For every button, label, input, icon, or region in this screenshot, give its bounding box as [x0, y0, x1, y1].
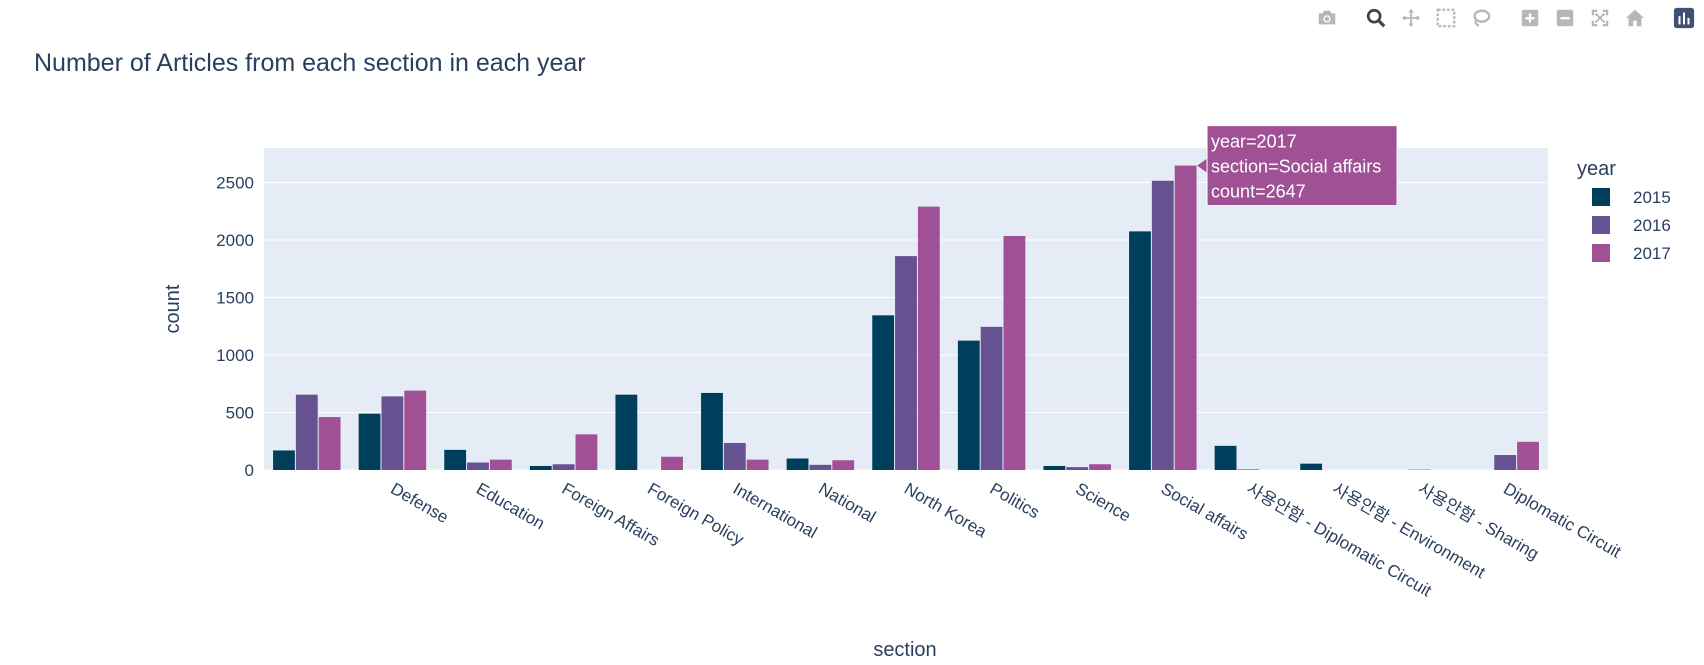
- bar[interactable]: [467, 462, 489, 470]
- autoscale-button[interactable]: [1588, 6, 1612, 30]
- zoom-in-icon: [1521, 9, 1539, 27]
- zoom-button[interactable]: [1364, 6, 1388, 30]
- legend-swatch[interactable]: [1592, 188, 1610, 206]
- plotly-logo[interactable]: [1672, 6, 1696, 30]
- bar[interactable]: [358, 413, 381, 470]
- modebar: [1304, 4, 1696, 32]
- bar[interactable]: [444, 449, 467, 470]
- bar[interactable]: [1237, 469, 1260, 470]
- legend-label[interactable]: 2016: [1633, 216, 1671, 235]
- x-tick-label: Foreign Policy: [644, 479, 747, 550]
- bar[interactable]: [404, 390, 427, 470]
- x-tick-label: Education: [473, 479, 548, 533]
- download-plot-button[interactable]: [1315, 6, 1339, 30]
- camera-icon: [1318, 10, 1336, 25]
- lasso-select-icon: [1473, 9, 1491, 27]
- tooltip-pointer: [1197, 158, 1208, 173]
- tooltip-box: [1206, 125, 1398, 207]
- box-select-icon: [1436, 8, 1456, 28]
- bar[interactable]: [661, 456, 683, 470]
- bar[interactable]: [746, 459, 769, 470]
- chart-title: Number of Articles from each section in …: [34, 49, 586, 77]
- y-tick-label: 500: [226, 404, 254, 423]
- x-tick-label: Social affairs: [1158, 479, 1252, 544]
- bar[interactable]: [723, 442, 746, 470]
- y-tick-label: 1000: [216, 346, 254, 365]
- tooltip-line: count=2647: [1211, 182, 1306, 202]
- y-tick-label: 0: [245, 461, 254, 480]
- x-tick-label: National: [815, 479, 879, 527]
- x-tick-label: Science: [1072, 479, 1134, 526]
- tooltip-line: section=Social affairs: [1211, 157, 1381, 177]
- bar[interactable]: [1003, 235, 1026, 470]
- zoom-out-icon: [1556, 9, 1574, 27]
- x-tick-label: North Korea: [901, 479, 990, 542]
- y-tick-label: 2000: [216, 231, 254, 250]
- bar[interactable]: [917, 206, 940, 470]
- bar[interactable]: [832, 460, 855, 470]
- reset-axes-button[interactable]: [1623, 6, 1647, 30]
- legend-swatch[interactable]: [1592, 244, 1610, 262]
- bar[interactable]: [1151, 180, 1174, 470]
- hover-tooltip: year=2017 section=Social affairs count=264…: [1197, 125, 1398, 207]
- bar[interactable]: [872, 315, 895, 470]
- bar[interactable]: [1214, 445, 1237, 470]
- bar[interactable]: [1066, 467, 1089, 470]
- bar[interactable]: [1129, 231, 1151, 470]
- legend-label[interactable]: 2015: [1633, 188, 1671, 207]
- bar[interactable]: [552, 464, 575, 470]
- bar[interactable]: [701, 392, 723, 470]
- bar[interactable]: [1494, 455, 1517, 470]
- pan-button[interactable]: [1399, 6, 1423, 30]
- x-tick-label: Politics: [987, 479, 1043, 522]
- zoom-in-button[interactable]: [1518, 6, 1542, 30]
- bar[interactable]: [295, 394, 318, 470]
- bar[interactable]: [273, 450, 295, 470]
- zoom-out-button[interactable]: [1553, 6, 1577, 30]
- legend-title: year: [1577, 158, 1616, 180]
- bar[interactable]: [615, 394, 638, 470]
- bar[interactable]: [1174, 165, 1197, 470]
- pan-icon: [1401, 8, 1421, 28]
- bar[interactable]: [895, 256, 917, 470]
- y-tick-label: 1500: [216, 289, 254, 308]
- bar[interactable]: [575, 434, 598, 470]
- bar[interactable]: [529, 465, 552, 470]
- lasso-select-button[interactable]: [1469, 6, 1493, 30]
- bar[interactable]: [957, 340, 980, 470]
- legend-label[interactable]: 2017: [1633, 244, 1671, 263]
- bar[interactable]: [786, 458, 809, 471]
- bar[interactable]: [809, 464, 832, 470]
- home-icon: [1625, 9, 1645, 27]
- legend-swatch[interactable]: [1592, 216, 1610, 234]
- autoscale-icon: [1591, 9, 1609, 27]
- bar[interactable]: [318, 417, 341, 470]
- x-axis-title: section: [873, 639, 936, 661]
- bar[interactable]: [1043, 465, 1066, 470]
- bar[interactable]: [381, 396, 404, 470]
- bar[interactable]: [1300, 463, 1323, 470]
- bar[interactable]: [489, 459, 512, 470]
- legend: year 2015 2016 2017: [1577, 158, 1671, 263]
- y-tick-label: 2500: [216, 174, 254, 193]
- plotly-logo-icon: [1673, 7, 1695, 29]
- bar[interactable]: [1517, 441, 1539, 470]
- box-select-button[interactable]: [1434, 6, 1458, 30]
- y-axis-ticks: 0 500 1000 1500 2000 2500: [216, 174, 254, 481]
- zoom-icon: [1366, 8, 1386, 28]
- tooltip-line: year=2017: [1211, 132, 1297, 152]
- bar[interactable]: [1089, 464, 1111, 470]
- x-tick-label: 사용안함 - Environment: [1329, 479, 1489, 582]
- bar[interactable]: [980, 326, 1003, 470]
- bars-group: [273, 165, 1539, 471]
- y-axis-title: count: [162, 284, 184, 333]
- x-tick-label: Defense: [387, 479, 451, 527]
